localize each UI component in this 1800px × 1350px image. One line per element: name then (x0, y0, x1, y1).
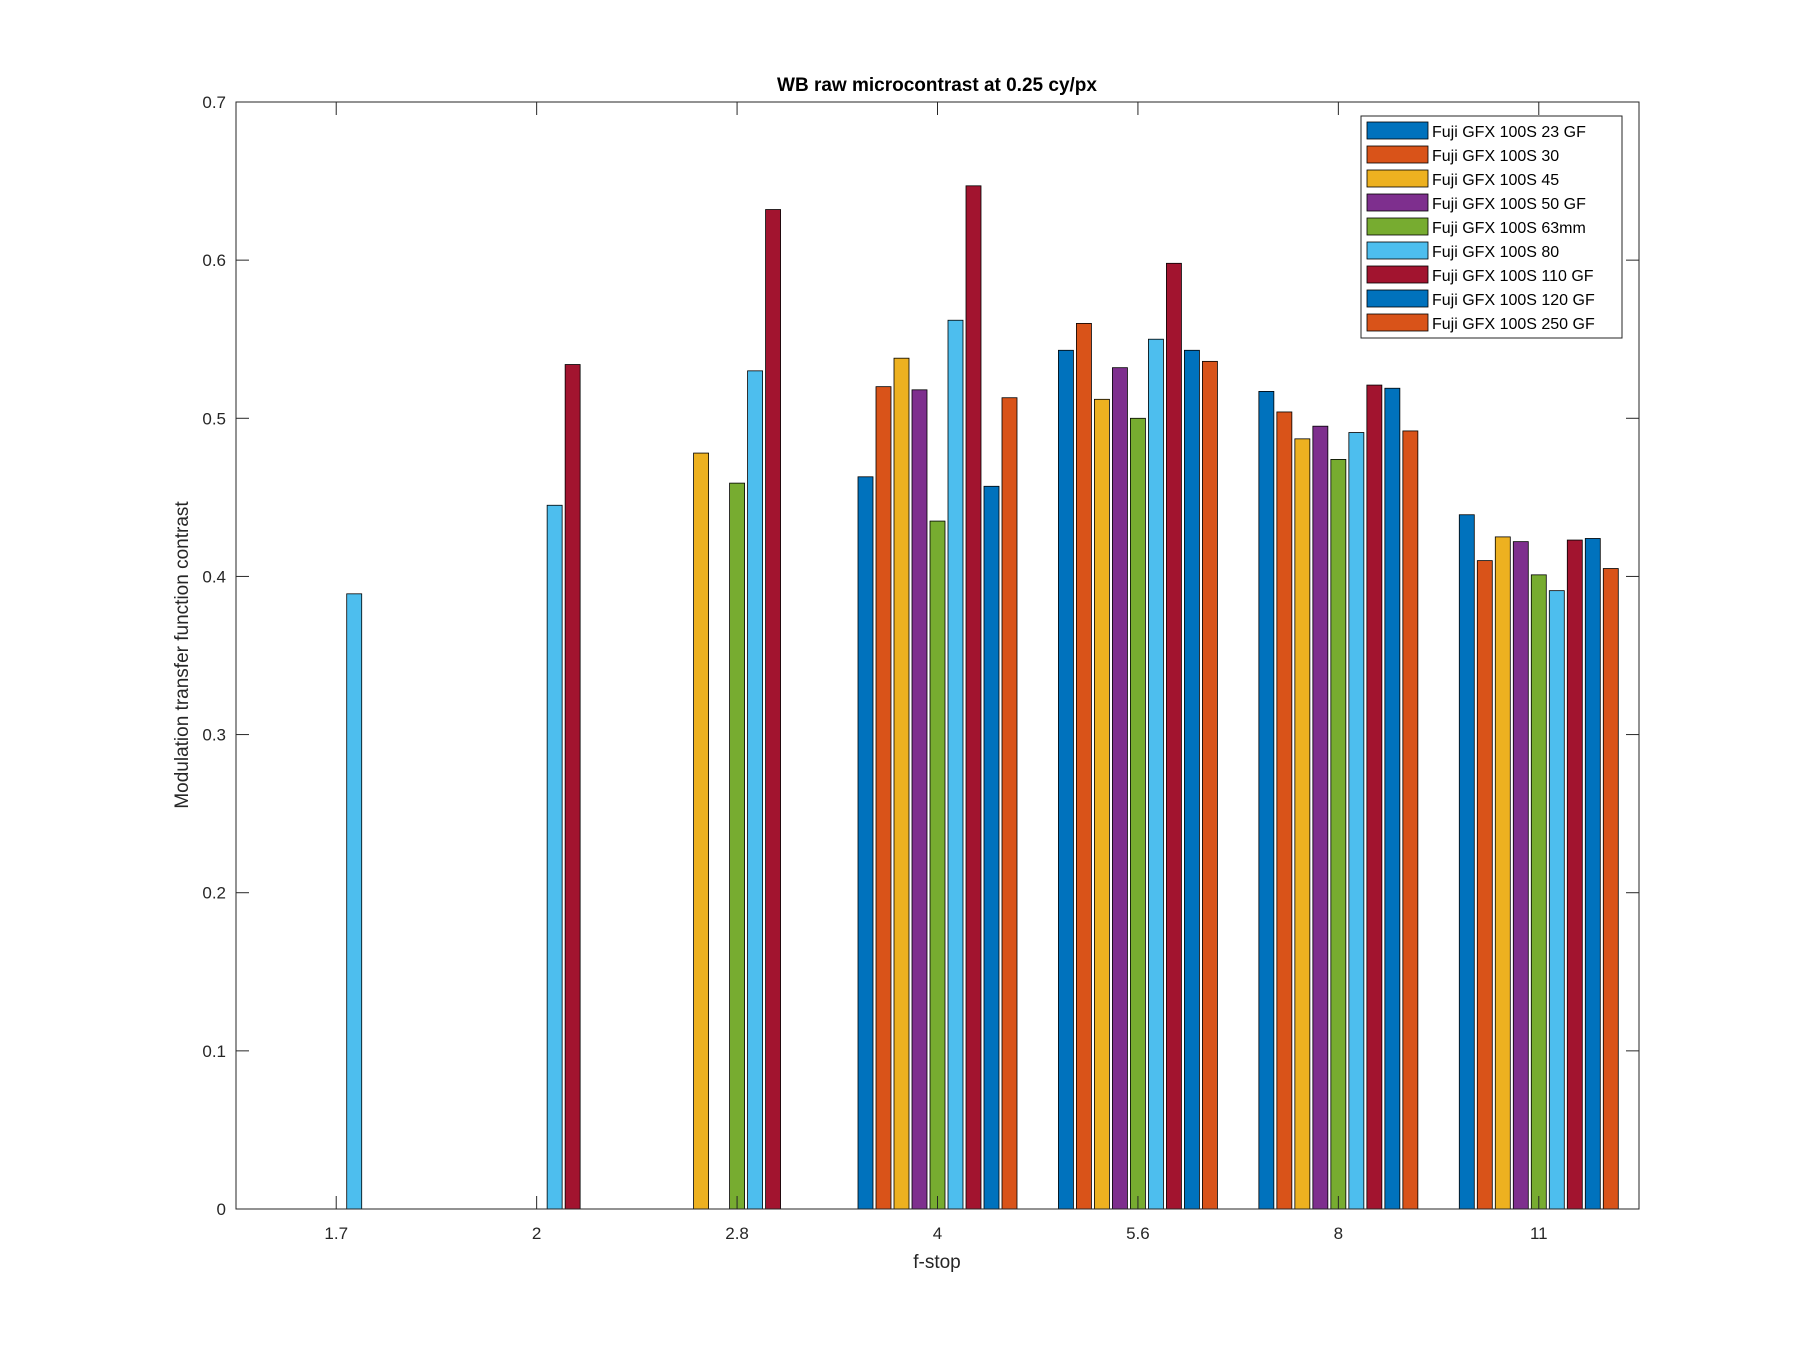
bar-9-5.6 (1202, 360, 1218, 1210)
legend-swatch (1366, 145, 1429, 164)
x-tick-label: 2.8 (725, 1224, 749, 1243)
legend-label: Fuji GFX 100S 50 GF (1432, 196, 1586, 213)
bar-4-4 (911, 389, 928, 1210)
bar-9-8 (1402, 430, 1419, 1210)
bar-3-2.8 (693, 452, 709, 1210)
y-tick-label: 0.4 (202, 567, 226, 586)
y-tick-label: 0.2 (202, 884, 226, 903)
legend-swatch (1366, 289, 1429, 308)
bar-1-8 (1258, 391, 1275, 1210)
y-tick-label: 0.5 (202, 409, 226, 428)
legend-swatch (1366, 193, 1429, 212)
y-tick-label: 0 (217, 1200, 226, 1219)
bar-5-11 (1530, 574, 1547, 1210)
bar-5-8 (1330, 459, 1347, 1210)
bar-9-4 (1001, 397, 1018, 1210)
bar-9-11 (1602, 568, 1619, 1210)
legend-swatch (1366, 241, 1429, 260)
legend-label: Fuji GFX 100S 120 GF (1432, 292, 1595, 309)
bar-6-1.7 (346, 593, 363, 1210)
bar-4-5.6 (1112, 367, 1128, 1210)
bar-7-2.8 (765, 209, 781, 1210)
bar-8-8 (1384, 387, 1401, 1210)
bar-5-4 (929, 520, 946, 1210)
legend-label: Fuji GFX 100S 110 GF (1432, 268, 1594, 285)
bar-2-5.6 (1076, 322, 1092, 1210)
bar-4-8 (1312, 425, 1329, 1210)
legend: Fuji GFX 100S 23 GF Fuji GFX 100S 30 Fuji … (1360, 115, 1623, 339)
bar-6-11 (1548, 590, 1565, 1210)
bar-2-8 (1276, 411, 1293, 1210)
bar-3-5.6 (1094, 398, 1110, 1210)
bar-6-2 (546, 504, 563, 1210)
bar-3-8 (1294, 438, 1311, 1210)
legend-label: Fuji GFX 100S 80 (1432, 244, 1559, 261)
bar-1-4 (857, 476, 874, 1210)
bar-2-11 (1476, 560, 1493, 1210)
x-tick-label: 11 (1530, 1224, 1548, 1243)
bar-6-4 (947, 319, 964, 1210)
y-tick-label: 0.7 (202, 93, 226, 112)
bars-group (346, 185, 1619, 1210)
bar-8-4 (983, 485, 1000, 1210)
legend-swatch (1366, 313, 1429, 332)
bar-5-2.8 (729, 482, 745, 1210)
x-tick-label: 2 (532, 1224, 541, 1243)
bar-8-5.6 (1184, 349, 1200, 1210)
bar-7-8 (1366, 384, 1383, 1210)
bar-7-5.6 (1166, 262, 1182, 1210)
legend-swatch (1366, 121, 1429, 140)
x-tick-label: 1.7 (324, 1224, 348, 1243)
bar-3-4 (893, 357, 910, 1210)
ticks-group: 0 0.1 0.2 0.3 0.4 0.5 0.6 0.7 1.7 2 2.8 4 5.6 8 11 (202, 93, 1639, 1243)
bar-4-11 (1512, 541, 1529, 1210)
legend-label: Fuji GFX 100S 23 GF (1432, 124, 1586, 141)
legend-label: Fuji GFX 100S 45 (1432, 172, 1559, 189)
bar-3-11 (1494, 536, 1511, 1210)
legend-swatch (1366, 169, 1429, 188)
x-axis-label: f-stop (913, 1252, 961, 1273)
bar-2-4 (875, 386, 892, 1210)
bar-7-11 (1566, 539, 1583, 1210)
bar-6-2.8 (747, 370, 763, 1210)
y-axis-label: Modulation transfer function contrast (172, 501, 193, 809)
legend-label: Fuji GFX 100S 63mm (1432, 220, 1586, 237)
x-tick-label: 4 (933, 1224, 942, 1243)
plot-frame (235, 101, 1640, 1210)
x-tick-label: 8 (1334, 1224, 1343, 1243)
bar-6-8 (1348, 432, 1365, 1210)
y-tick-label: 0.6 (202, 251, 226, 270)
bar-8-11 (1584, 538, 1601, 1210)
chart-title: WB raw microcontrast at 0.25 cy/px (777, 75, 1097, 96)
legend-swatch (1366, 217, 1429, 236)
y-tick-label: 0.3 (202, 726, 226, 745)
legend-label: Fuji GFX 100S 250 GF (1432, 316, 1595, 333)
y-tick-label: 0.1 (202, 1042, 226, 1061)
bar-1-5.6 (1058, 349, 1074, 1210)
bar-7-4 (965, 185, 982, 1210)
bar-5-5.6 (1130, 417, 1146, 1210)
legend-swatch (1366, 265, 1429, 284)
legend-label: Fuji GFX 100S 30 (1432, 148, 1559, 165)
bar-7-2 (564, 364, 581, 1210)
bar-1-11 (1458, 514, 1475, 1210)
bar-6-5.6 (1148, 338, 1164, 1210)
x-tick-label: 5.6 (1126, 1224, 1150, 1243)
